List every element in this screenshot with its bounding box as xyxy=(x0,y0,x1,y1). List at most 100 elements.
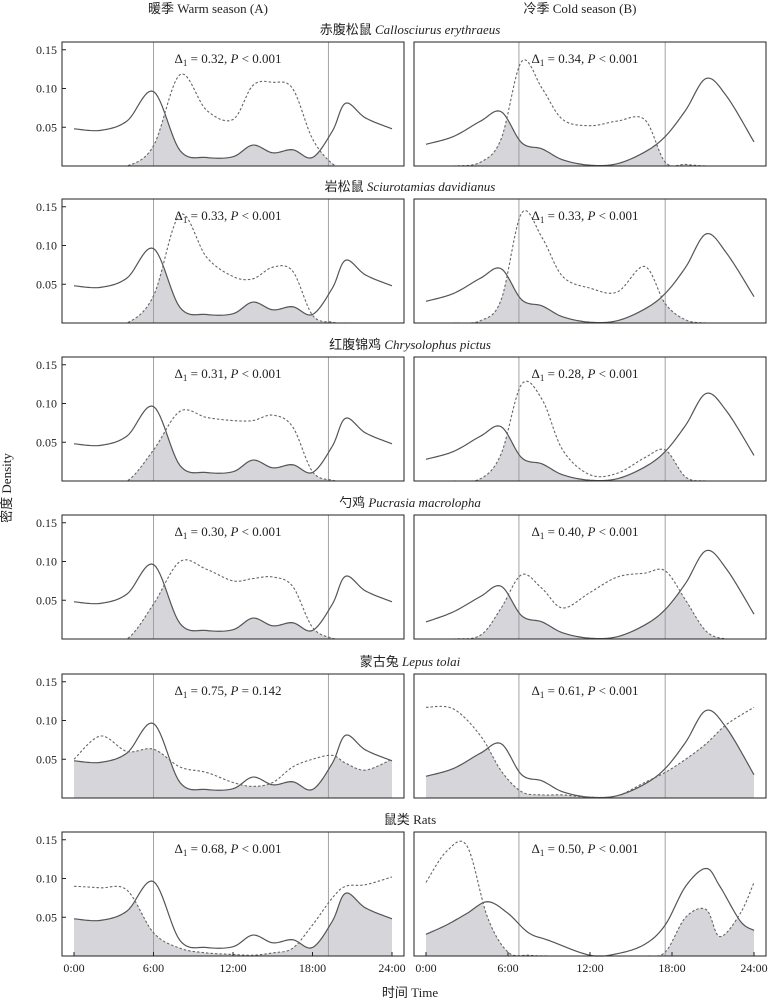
solid-density-curve xyxy=(73,405,393,474)
panel-cold: Δ1 = 0.40, P < 0.001 xyxy=(413,514,767,640)
solid-density-curve xyxy=(425,709,755,799)
overlap-area xyxy=(426,120,754,166)
overlap-area xyxy=(74,114,392,166)
species-name-latin: Callosciurus erythraeus xyxy=(372,22,501,37)
x-tick-label: 18:00 xyxy=(658,961,685,975)
y-tick-label: 0.05 xyxy=(36,435,57,449)
panel-cold: Δ1 = 0.61, P < 0.001 xyxy=(413,673,767,799)
x-tick-label: 12:00 xyxy=(576,961,603,975)
y-tick-label: 0.10 xyxy=(36,239,57,253)
panel-cold: Δ1 = 0.34, P < 0.001 xyxy=(413,41,767,167)
dashed-density-curve xyxy=(74,409,392,482)
panel-frame xyxy=(61,356,405,482)
overlap-annotation: Δ1 = 0.61, P < 0.001 xyxy=(531,683,638,700)
y-tick-label: 0.15 xyxy=(36,200,57,214)
panel-warm: 0.05 0.10 0.15 Δ1 = 0.30, P < 0.001 xyxy=(36,514,405,640)
solid-density-curve xyxy=(73,563,393,632)
x-tick-label: 18:00 xyxy=(299,961,326,975)
species-name-zh: 蒙古兔 xyxy=(360,654,399,669)
overlap-area xyxy=(426,592,754,639)
y-tick-label: 0.10 xyxy=(36,82,57,96)
dashed-density-curve xyxy=(74,213,392,324)
y-tick-label: 0.15 xyxy=(36,358,57,372)
panel-grid: 赤腹松鼠 Callosciurus erythraeus 0.05 0.10 0.15… xyxy=(36,22,768,975)
x-tick-label: 24:00 xyxy=(378,961,405,975)
overlap-annotation: Δ1 = 0.33, P < 0.001 xyxy=(531,208,638,225)
panel-warm: 0.05 0.10 0.15 Δ1 = 0.75, P = 0.142 xyxy=(36,673,405,799)
species-name-latin: Rats xyxy=(410,812,436,827)
y-tick-label: 0.10 xyxy=(36,555,57,569)
y-tick-label: 0.10 xyxy=(36,397,57,411)
solid-density-curve xyxy=(425,392,755,482)
panel-frame xyxy=(61,198,405,324)
y-tick-label: 0.05 xyxy=(36,593,57,607)
column-header-warm: 暖季 Warm season (A) xyxy=(148,1,268,16)
overlap-annotation: Δ1 = 0.34, P < 0.001 xyxy=(531,51,638,68)
solid-density-curve xyxy=(73,247,393,316)
y-tick-label: 0.10 xyxy=(36,714,57,728)
species-title: 蒙古兔 Lepus tolai xyxy=(360,654,461,669)
x-tick-label: 0:00 xyxy=(63,961,84,975)
y-tick-label: 0.15 xyxy=(36,833,57,847)
species-name-latin: Chrysolophus pictus xyxy=(381,337,491,352)
x-tick-label: 12:00 xyxy=(219,961,246,975)
panel-frame xyxy=(61,41,405,167)
y-tick-label: 0.05 xyxy=(36,277,57,291)
panel-frame xyxy=(61,514,405,640)
panel-cold: Δ1 = 0.28, P < 0.001 xyxy=(413,356,767,482)
overlap-annotation: Δ1 = 0.28, P < 0.001 xyxy=(531,366,638,383)
column-header-cold: 冷季 Cold season (B) xyxy=(523,1,636,16)
overlap-annotation: Δ1 = 0.32, P < 0.001 xyxy=(174,51,281,68)
overlap-area xyxy=(426,903,754,956)
overlap-annotation: Δ1 = 0.50, P < 0.001 xyxy=(531,841,638,858)
overlap-area xyxy=(74,268,392,323)
x-tick-label: 6:00 xyxy=(497,961,518,975)
solid-density-curve xyxy=(425,232,755,324)
species-name-latin: Lepus tolai xyxy=(399,654,461,669)
species-name-zh: 鼠类 xyxy=(384,812,410,827)
dashed-density-curve xyxy=(426,568,754,640)
overlap-area xyxy=(426,725,754,798)
species-title: 鼠类 Rats xyxy=(384,812,436,827)
y-tick-label: 0.15 xyxy=(36,675,57,689)
solid-density-curve xyxy=(425,77,755,167)
species-title: 勺鸡 Pucrasia macrolopha xyxy=(339,495,481,510)
dashed-density-curve xyxy=(73,876,393,956)
overlap-area xyxy=(74,585,392,639)
panel-warm: 0.05 0.10 0.15 Δ1 = 0.33, P < 0.001 xyxy=(36,198,405,324)
solid-density-curve xyxy=(73,90,393,159)
overlap-area xyxy=(426,277,754,323)
overlap-annotation: Δ1 = 0.68, P < 0.001 xyxy=(174,841,281,858)
panel-frame xyxy=(413,673,767,799)
panel-cold: 0:00 6:00 12:00 18:00 24:00 Δ1 = 0.50, P < 0.… xyxy=(413,831,768,975)
panel-warm: 0.05 0.10 0.15 Δ1 = 0.31, P < 0.001 xyxy=(36,356,405,482)
species-title: 岩松鼠 Sciurotamias davidianus xyxy=(325,179,496,194)
x-axis-label: 时间 Time xyxy=(382,985,438,1000)
dashed-density-curve xyxy=(426,209,754,324)
species-title: 赤腹松鼠 Callosciurus erythraeus xyxy=(320,22,501,37)
dashed-density-curve xyxy=(426,380,754,482)
panel-frame xyxy=(413,198,767,324)
solid-density-curve xyxy=(73,880,393,949)
overlap-annotation: Δ1 = 0.40, P < 0.001 xyxy=(531,524,638,541)
species-title: 红腹锦鸡 Chrysolophus pictus xyxy=(329,337,491,352)
dashed-density-curve xyxy=(73,735,393,787)
panel-frame xyxy=(413,41,767,167)
x-tick-label: 24:00 xyxy=(740,961,767,975)
y-tick-label: 0.05 xyxy=(36,752,57,766)
species-name-latin: Sciurotamias davidianus xyxy=(364,179,496,194)
y-tick-label: 0.15 xyxy=(36,516,57,530)
y-tick-label: 0.05 xyxy=(36,910,57,924)
dashed-density-curve xyxy=(74,73,392,167)
species-name-zh: 勺鸡 xyxy=(339,495,365,510)
species-name-latin: Pucrasia macrolopha xyxy=(365,495,481,510)
dashed-density-curve xyxy=(426,59,754,167)
dashed-density-curve xyxy=(74,559,392,640)
panel-warm: 0.05 0.10 0.15 0:00 6:00 12:00 18:00 24:00 Δ1 = … xyxy=(36,831,406,975)
solid-density-curve xyxy=(73,722,393,791)
overlap-annotation: Δ1 = 0.33, P < 0.001 xyxy=(174,208,281,225)
panel-frame xyxy=(413,356,767,482)
panel-frame xyxy=(61,673,405,799)
species-name-zh: 岩松鼠 xyxy=(325,179,364,194)
